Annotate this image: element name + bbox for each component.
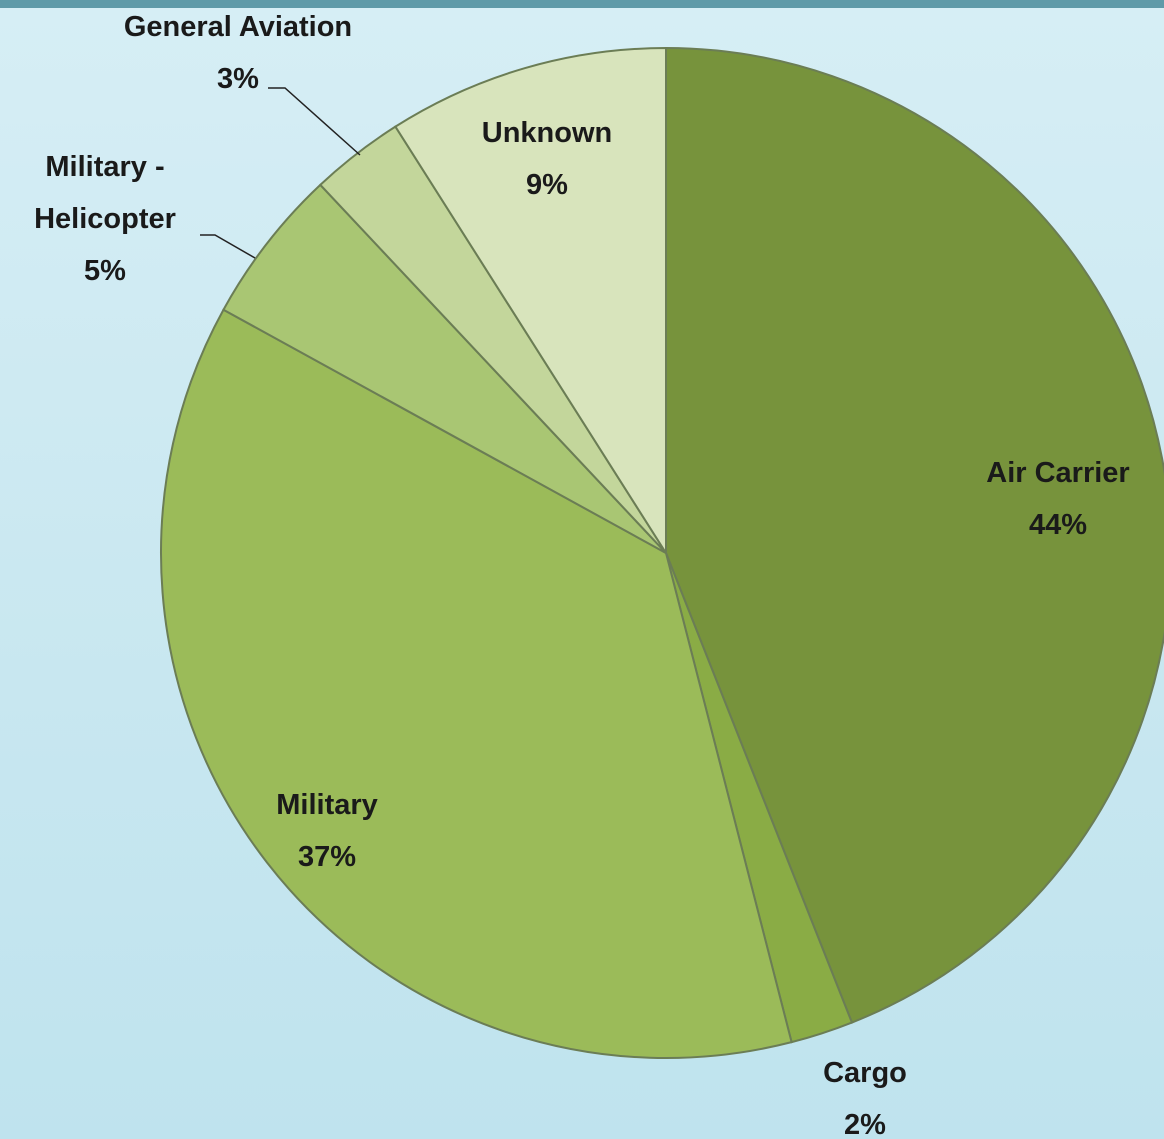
value-label: 37%	[217, 831, 437, 883]
page: Air Carrier44%Cargo2%Military37%Military…	[0, 0, 1164, 1139]
value-label: 3%	[78, 53, 398, 105]
slice-name: Military - Helicopter	[5, 141, 205, 245]
value-label: 44%	[938, 499, 1164, 551]
value-label: 5%	[5, 245, 205, 297]
value-label: 2%	[765, 1099, 965, 1139]
slice-name: Air Carrier	[938, 447, 1164, 499]
value-label: 9%	[447, 159, 647, 211]
slice-name: General Aviation	[78, 1, 398, 53]
slice-name: Cargo	[765, 1047, 965, 1099]
pie	[161, 48, 1164, 1058]
slice-name: Military	[217, 779, 437, 831]
leader-line	[200, 235, 255, 258]
slice-name: Unknown	[447, 107, 647, 159]
